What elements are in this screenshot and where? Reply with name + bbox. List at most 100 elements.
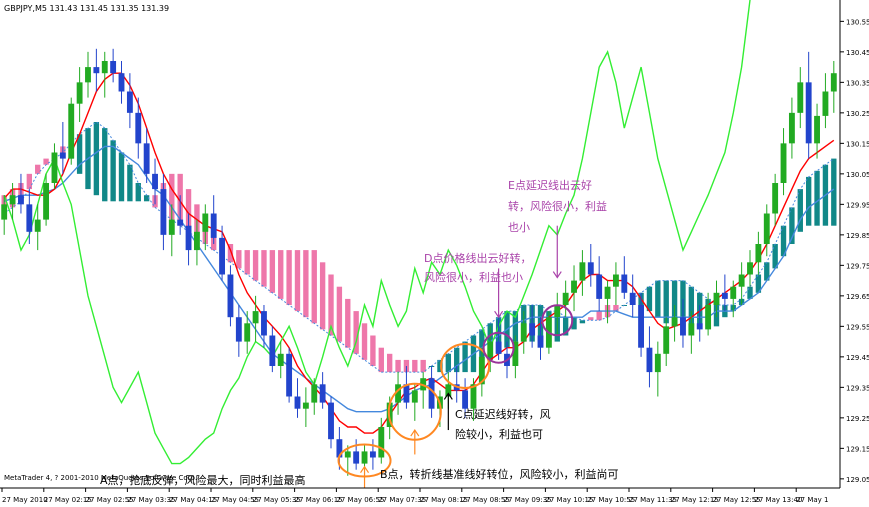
cloud-strip [445, 353, 452, 373]
cloud-strip [185, 189, 192, 232]
candle-body [294, 396, 301, 409]
candle-body [227, 274, 234, 318]
cloud-strip [76, 134, 83, 174]
annotation-a: A点，抢底反弹，风险最大，同时利益最高 [100, 473, 306, 487]
candle-body [772, 183, 779, 214]
cloud-strip [378, 347, 384, 373]
candle-body [747, 262, 753, 275]
candle-body [26, 204, 33, 232]
time-tick-label: 27 May 12:55 [713, 496, 761, 504]
candle-body [185, 225, 192, 251]
candle-body [621, 274, 628, 293]
cloud-strip [118, 152, 125, 202]
cloud-strip [236, 250, 242, 269]
candle-body [43, 183, 50, 220]
cloud-strip [278, 250, 284, 299]
candle-body [487, 341, 494, 357]
cloud-strip [370, 335, 376, 366]
cloud-strip [588, 317, 594, 321]
candle-body [445, 384, 452, 397]
cloud-strip [244, 250, 250, 275]
cloud-strip [780, 225, 787, 257]
time-tick-label: 27 May 10:55 [587, 496, 635, 504]
cloud-strip [613, 305, 619, 312]
candle-body [261, 311, 267, 336]
price-tick-label: 130.15 [846, 140, 869, 148]
candle-body [713, 292, 720, 305]
chikou-line [3, 0, 751, 465]
candle-body [395, 384, 401, 403]
annotation-markers [337, 225, 574, 488]
candle-body [76, 82, 83, 104]
candle-body [554, 305, 561, 318]
price-tick-label: 129.35 [846, 384, 869, 392]
candle-body [101, 61, 108, 74]
price-tick-label: 129.75 [846, 262, 869, 270]
time-tick-label: 27 May 03:35 [127, 496, 175, 504]
cloud-strip [127, 164, 133, 202]
candle-body [277, 353, 284, 366]
cloud-strip [303, 250, 309, 318]
candle-body [596, 274, 603, 299]
annotation-e-line1: E点延迟线出云好 [508, 178, 592, 192]
candle-body [269, 335, 276, 366]
cloud-strip [646, 286, 653, 312]
candle-body [520, 323, 527, 342]
cloud-strip [772, 244, 778, 269]
candle-body [495, 341, 502, 354]
candle-body [571, 280, 577, 293]
price-tick-label: 129.05 [846, 476, 869, 484]
candle-body [143, 143, 150, 174]
arrow-c [443, 392, 453, 431]
annotation-e-line3: 也小 [508, 221, 530, 234]
cloud-strip [345, 298, 351, 348]
cloud-strip [311, 250, 317, 324]
candle-body [403, 384, 410, 403]
time-tick-label: 27 May 05:35 [253, 496, 301, 504]
price-tick-label: 129.15 [846, 445, 869, 453]
cloud-strip [412, 359, 418, 373]
candle-body [671, 317, 678, 327]
candle-body [319, 384, 326, 403]
candle-body [1, 204, 8, 220]
cloud-strip [261, 250, 267, 287]
time-tick-label: 27 May 12:15 [671, 496, 719, 504]
price-tick-label: 129.65 [846, 293, 869, 301]
candle-body [93, 67, 100, 74]
cloud-strip [663, 280, 669, 324]
watermark: MetaTrader 4, ? 2001-2010 MetaQuotes Sof… [4, 474, 197, 482]
time-tick-label: 27 May 02:15 [44, 496, 92, 504]
candle-body [68, 103, 75, 159]
price-tick-label: 130.25 [846, 110, 869, 118]
candle-body [805, 82, 812, 144]
candle-body [18, 195, 24, 205]
candle-body [311, 384, 318, 403]
cloud-strip [319, 262, 326, 330]
annotation-d-line2: 风险很小，利益也小 [424, 270, 523, 284]
cloud-strip [26, 173, 33, 190]
cloud-strip [831, 158, 837, 226]
cloud-strip [764, 262, 770, 281]
candle-body [361, 451, 368, 464]
time-tick-label: 27 May 08:55 [462, 496, 510, 504]
candle-body [780, 143, 787, 183]
annotation-b: B点，转折线基准线好转位，风险较小，利益尚可 [380, 467, 619, 481]
time-tick-label: 27 May 06:55 [336, 496, 384, 504]
candle-body [814, 115, 820, 144]
cloud-strip [43, 158, 49, 165]
annotation-d-line1: D点价格线出云好转， [424, 251, 531, 265]
candle-body [210, 213, 217, 238]
arrow-head [494, 310, 504, 319]
candle-body [168, 219, 175, 235]
candle-body [9, 195, 16, 205]
price-axis: 130.55 130.45 130.35 130.25 130.15 130.05 129.… [840, 18, 869, 484]
cloud-strip [227, 244, 234, 263]
candle-body [604, 286, 611, 299]
cloud-strip [596, 311, 602, 321]
marker-c-ellipse [440, 343, 491, 389]
price-tick-label: 129.55 [846, 323, 869, 331]
marker-d-circle [482, 331, 515, 364]
candle-body [110, 61, 117, 74]
candle-body [411, 390, 418, 403]
